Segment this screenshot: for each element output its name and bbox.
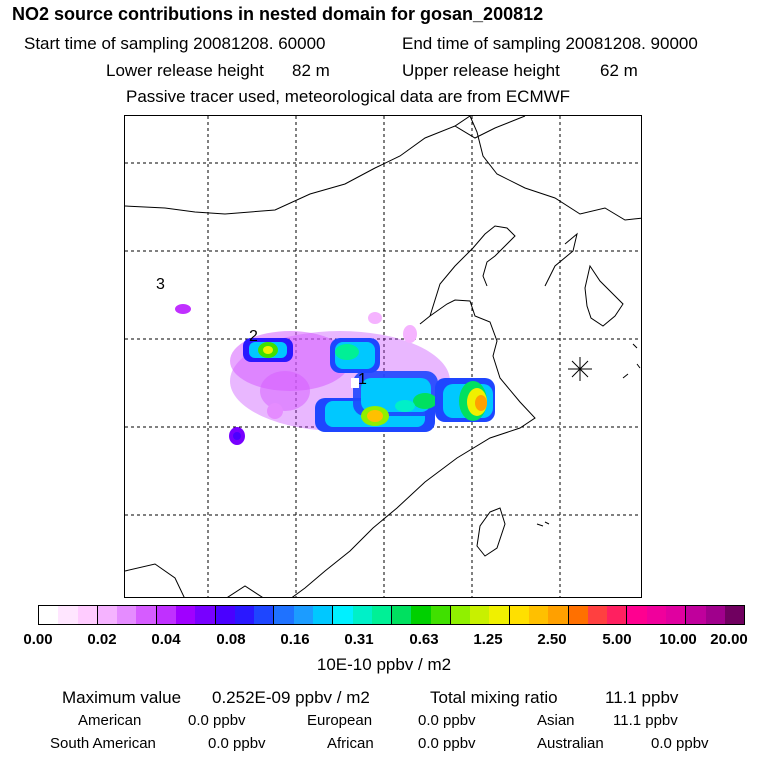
end-time: End time of sampling 20081208. 90000: [402, 34, 698, 53]
source-name: Australian: [537, 735, 604, 752]
coastlines: [125, 116, 641, 597]
lower-release-label: Lower release height: [106, 61, 264, 80]
colorbar-tick: 2.50: [537, 631, 567, 648]
colorbar-cell: [195, 606, 216, 624]
source-value: 0.0 ppbv: [208, 735, 266, 752]
colorbar-cell: [136, 606, 157, 624]
source-value: 0.0 ppbv: [418, 735, 476, 752]
colorbar-tick: 10.00: [659, 631, 697, 648]
colorbar-tick: 5.00: [602, 631, 632, 648]
concentration-plume: [175, 304, 495, 445]
colorbar-cell: [352, 606, 372, 624]
total-mixing-label: Total mixing ratio: [430, 688, 558, 707]
colorbar-cell: [312, 606, 334, 624]
colorbar-cell: [234, 606, 255, 624]
source-marker-2: 2: [249, 328, 258, 345]
colorbar-cell: [58, 606, 78, 624]
source-name: South American: [50, 735, 156, 752]
colorbar-cell: [607, 606, 628, 624]
map-canvas: 3 2 1: [125, 116, 641, 597]
colorbar-cell: [568, 606, 588, 624]
colorbar-cell: [646, 606, 666, 624]
colorbar-tick: 0.31: [344, 631, 374, 648]
source-value: 11.1 ppbv: [613, 712, 678, 729]
source-marker-3: 3: [156, 276, 165, 293]
colorbar-cell: [156, 606, 176, 624]
source-name: American: [78, 712, 142, 729]
colorbar-cell: [175, 606, 196, 624]
grid-lines: [125, 116, 641, 597]
colorbar-tick: 1.25: [473, 631, 503, 648]
colorbar-cell: [666, 606, 687, 624]
colorbar-cell: [548, 606, 569, 624]
colorbar-tick: 0.04: [151, 631, 181, 648]
source-value: 0.0 ppbv: [188, 712, 246, 729]
colorbar-cell: [39, 606, 59, 624]
colorbar: [38, 605, 745, 625]
colorbar-cell: [392, 606, 412, 624]
max-value-label: Maximum value: [62, 688, 182, 707]
colorbar-cell: [627, 606, 647, 624]
colorbar-cell: [117, 606, 137, 624]
colorbar-cell: [686, 606, 706, 624]
colorbar-unit: 10E-10 ppbv / m2: [316, 655, 452, 674]
colorbar-cell: [371, 606, 393, 624]
colorbar-tick: 0.02: [87, 631, 117, 648]
colorbar-cell: [587, 606, 608, 624]
colorbar-cell: [97, 606, 118, 624]
colorbar-cell: [254, 606, 275, 624]
colorbar-cell: [293, 606, 313, 624]
colorbar-tick: 0.00: [23, 631, 53, 648]
max-value: 0.252E-09 ppbv / m2: [212, 688, 370, 707]
colorbar-cell: [274, 606, 294, 624]
colorbar-cell: [215, 606, 235, 624]
map-panel: 3 2 1: [124, 115, 642, 598]
receptor-asterisk-icon: [568, 357, 592, 381]
upper-release-value: 62 m: [600, 61, 638, 80]
colorbar-cell: [411, 606, 431, 624]
colorbar-cell: [489, 606, 510, 624]
colorbar-tick: 0.16: [280, 631, 310, 648]
colorbar-cell: [509, 606, 530, 624]
colorbar-cell: [77, 606, 98, 624]
colorbar-cell: [529, 606, 549, 624]
source-name: African: [327, 735, 374, 752]
upper-release-label: Upper release height: [402, 61, 560, 80]
source-name: Asian: [537, 712, 575, 729]
colorbar-tick: 0.63: [409, 631, 439, 648]
source-marker-1: 1: [358, 371, 367, 388]
colorbar-cell: [450, 606, 471, 624]
colorbar-cell: [705, 606, 725, 624]
source-name: European: [307, 712, 373, 729]
source-value: 0.0 ppbv: [651, 735, 709, 752]
colorbar-cell: [333, 606, 353, 624]
colorbar-cell: [470, 606, 490, 624]
start-time: Start time of sampling 20081208. 60000: [24, 34, 326, 53]
lower-release-value: 82 m: [292, 61, 330, 80]
colorbar-cell: [430, 606, 451, 624]
page-title: NO2 source contributions in nested domai…: [12, 4, 544, 24]
colorbar-cell: [724, 606, 745, 624]
colorbar-tick: 20.00: [710, 631, 748, 648]
colorbar-tick: 0.08: [216, 631, 246, 648]
source-value: 0.0 ppbv: [418, 712, 476, 729]
subtitle: Passive tracer used, meteorological data…: [126, 87, 571, 106]
total-mixing-value: 11.1 ppbv: [605, 688, 679, 707]
